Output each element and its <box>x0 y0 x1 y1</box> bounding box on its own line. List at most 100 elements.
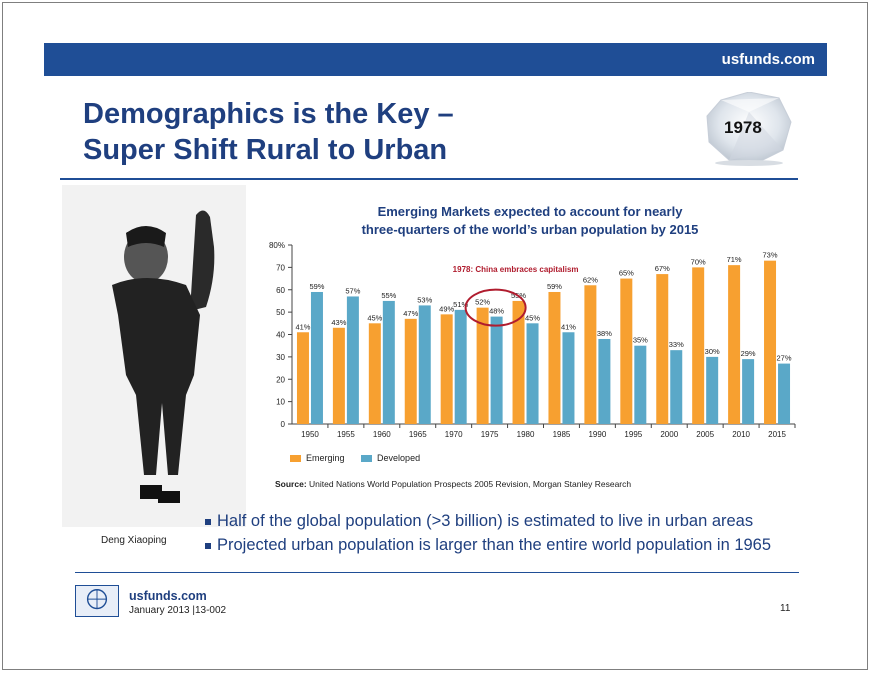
bar-emerging <box>512 300 525 424</box>
data-label: 59% <box>547 282 562 291</box>
footer-divider <box>75 572 799 573</box>
bar-emerging <box>368 323 381 424</box>
data-label: 45% <box>525 313 540 322</box>
data-label: 38% <box>597 329 612 338</box>
legend-item-emerging: Emerging <box>290 453 345 463</box>
y-tick-label: 10 <box>276 398 285 407</box>
year-badge: 1978 <box>724 118 762 137</box>
data-label: 27% <box>777 354 792 363</box>
bullet-icon <box>205 542 211 549</box>
y-tick-label: 80% <box>269 241 285 250</box>
data-label: 33% <box>669 340 684 349</box>
x-tick-label: 1990 <box>588 430 606 439</box>
title-line-1: Demographics is the Key – <box>83 98 454 130</box>
x-tick-label: 1995 <box>624 430 642 439</box>
data-label: 65% <box>619 269 634 278</box>
bar-developed <box>382 300 395 424</box>
bar-developed <box>346 296 359 424</box>
data-label: 62% <box>583 275 598 284</box>
x-tick-label: 1970 <box>445 430 463 439</box>
header-site-link[interactable]: usfunds.com <box>721 51 815 68</box>
legend-swatch-emerging <box>290 455 301 463</box>
y-tick-label: 50 <box>276 308 285 317</box>
data-label: 52% <box>475 298 490 307</box>
x-tick-label: 2015 <box>768 430 786 439</box>
data-label: 59% <box>309 282 324 291</box>
bar-emerging <box>440 314 453 424</box>
source-label: Source: <box>275 479 307 489</box>
bar-emerging <box>296 332 309 424</box>
x-tick-label: 1960 <box>373 430 391 439</box>
x-tick-label: 2010 <box>732 430 750 439</box>
header-bar: usfunds.com <box>44 43 827 76</box>
data-label: 30% <box>705 347 720 356</box>
data-label: 35% <box>633 336 648 345</box>
photo-caption: Deng Xiaoping <box>101 535 167 546</box>
data-label: 49% <box>439 304 454 313</box>
data-label: 57% <box>345 286 360 295</box>
bar-emerging <box>584 285 597 424</box>
bar-emerging <box>548 291 561 424</box>
chart-title-line-2: three-quarters of the world’s urban popu… <box>361 222 699 237</box>
y-tick-label: 70 <box>276 263 285 272</box>
crystal-icon <box>706 92 792 166</box>
data-label: 51% <box>453 300 468 309</box>
annotation-label: 1978: China embraces capitalism <box>453 265 579 274</box>
bar-emerging <box>656 274 669 424</box>
data-label: 41% <box>561 322 576 331</box>
bar-emerging <box>404 318 417 424</box>
annotation-circle <box>464 288 527 327</box>
bar-developed <box>562 332 575 424</box>
bar-developed <box>670 350 683 424</box>
page-number: 11 <box>780 603 791 614</box>
slide-title: Demographics is the Key – Super Shift Ru… <box>83 96 454 168</box>
bar-emerging <box>764 260 777 424</box>
us-global-investors-logo <box>75 585 119 617</box>
source-text: United Nations World Population Prospect… <box>309 479 632 489</box>
bar-developed <box>634 345 647 424</box>
x-tick-label: 1955 <box>337 430 355 439</box>
bar-developed <box>418 305 431 424</box>
y-tick-label: 20 <box>276 375 285 384</box>
y-tick-label: 30 <box>276 353 285 362</box>
x-tick-label: 2000 <box>660 430 678 439</box>
y-tick-label: 0 <box>281 420 286 429</box>
bar-emerging <box>476 307 489 424</box>
data-label: 70% <box>691 257 706 266</box>
bar-emerging <box>728 265 741 424</box>
x-tick-label: 1980 <box>517 430 535 439</box>
data-label: 71% <box>727 255 742 264</box>
urban-population-bar-chart: 0 10 20 30 40 50 60 70 80% 1950 41% 59% 1955 43% 57% 19… <box>269 241 796 439</box>
y-tick-label: 40 <box>276 331 285 340</box>
footer-site-link[interactable]: usfunds.com <box>129 589 207 603</box>
chart-title: Emerging Markets expected to account for… <box>300 203 760 239</box>
data-label: 67% <box>655 264 670 273</box>
chart-source: Source: United Nations World Population … <box>275 479 631 489</box>
x-tick-label: 1950 <box>301 430 319 439</box>
chart-title-line-1: Emerging Markets expected to account for… <box>377 204 683 219</box>
chart-legend: Emerging Developed <box>290 453 434 463</box>
deng-xiaoping-photo <box>62 185 246 527</box>
data-label: 45% <box>367 313 382 322</box>
bullet-icon <box>205 518 211 525</box>
title-line-2: Super Shift Rural to Urban <box>83 134 448 166</box>
bar-developed <box>454 309 467 424</box>
title-divider <box>60 178 798 180</box>
data-label: 73% <box>763 251 778 260</box>
bar-developed <box>310 291 323 424</box>
bar-developed <box>706 356 719 424</box>
bullet-text: Projected urban population is larger tha… <box>217 536 772 554</box>
bar-developed <box>778 363 791 424</box>
x-tick-label: 1985 <box>553 430 571 439</box>
data-label: 53% <box>417 295 432 304</box>
bullet-list: Half of the global population (>3 billio… <box>205 509 771 557</box>
bullet-text: Half of the global population (>3 billio… <box>217 512 754 530</box>
bullet-item: Projected urban population is larger tha… <box>205 533 771 557</box>
bullet-item: Half of the global population (>3 billio… <box>205 509 771 533</box>
bar-developed <box>742 359 755 424</box>
data-label: 48% <box>489 307 504 316</box>
legend-item-developed: Developed <box>361 453 420 463</box>
legend-label-developed: Developed <box>377 453 421 463</box>
bar-emerging <box>332 327 345 424</box>
bar-emerging <box>620 278 633 424</box>
